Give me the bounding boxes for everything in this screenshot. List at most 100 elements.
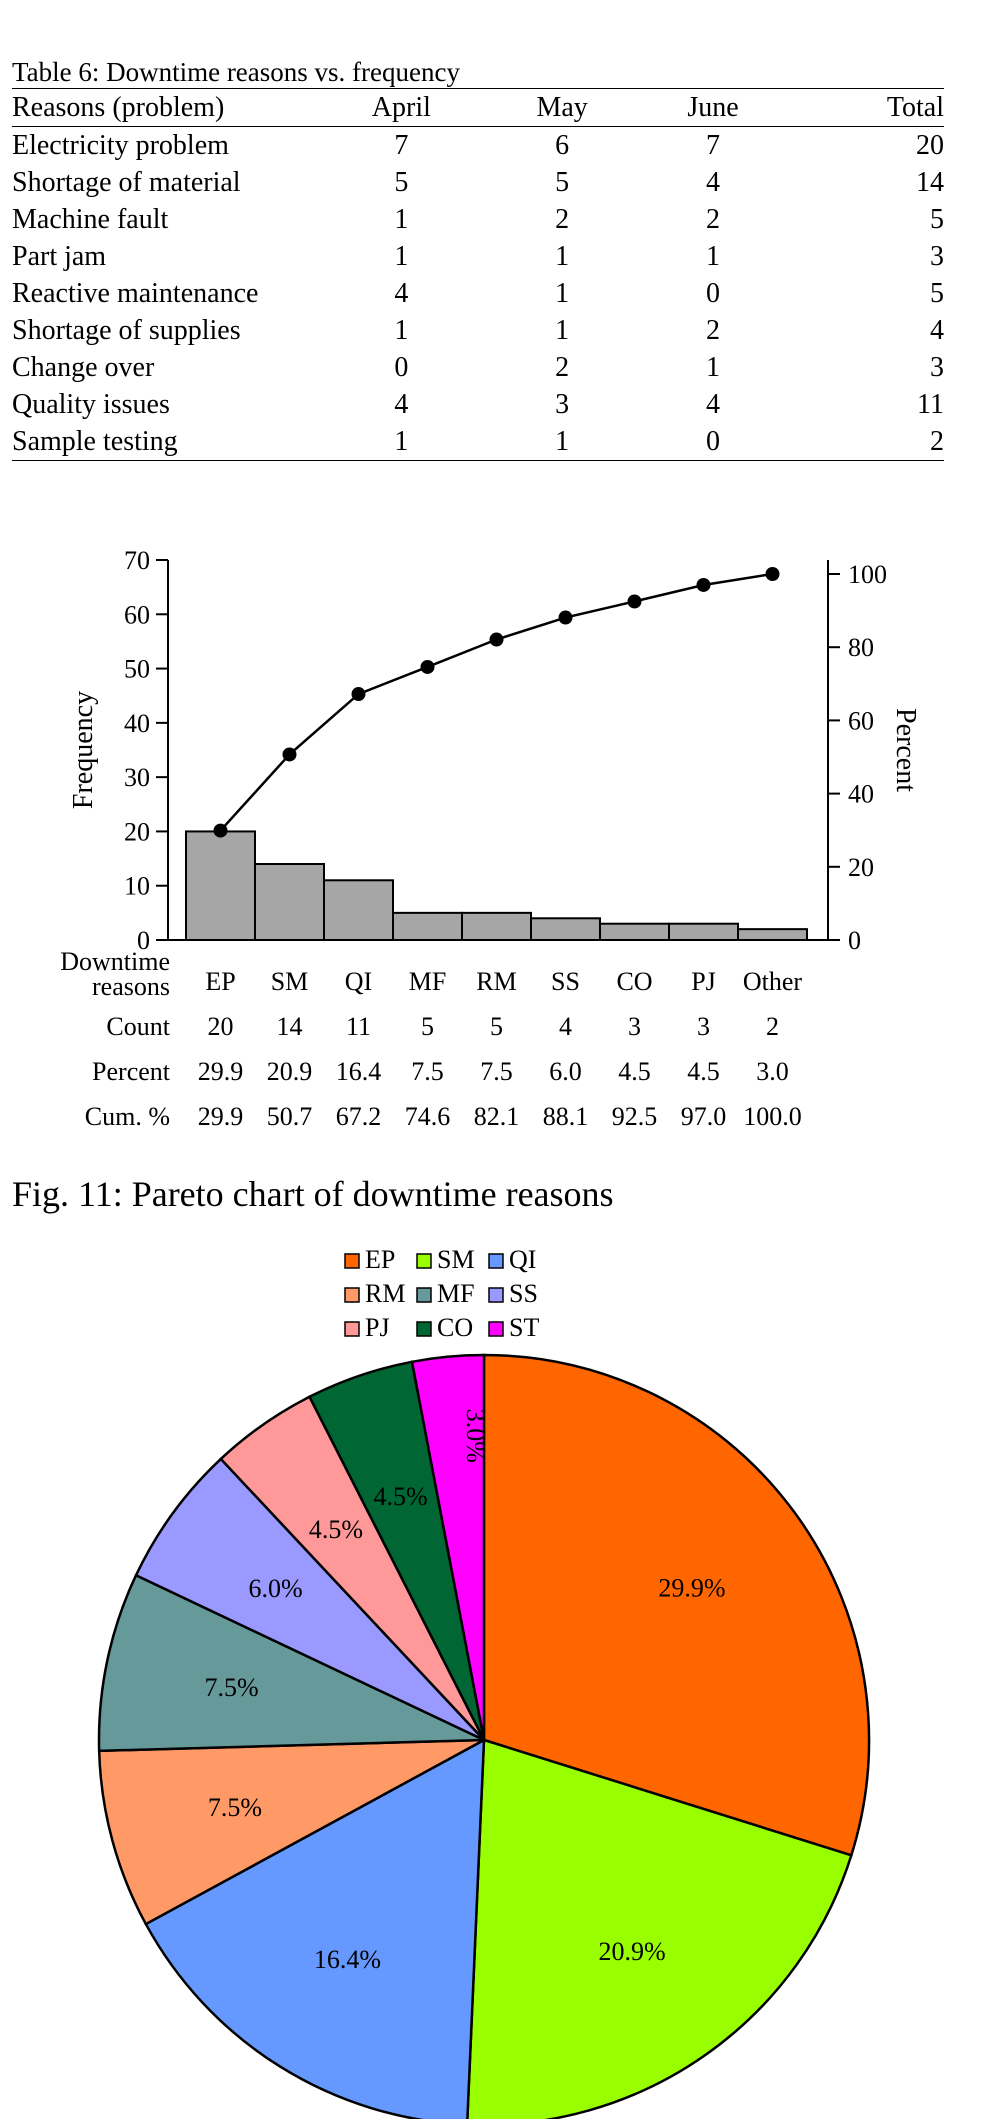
cell-may: 1 (555, 241, 570, 272)
category-label: EP (205, 967, 235, 996)
slice-label-PJ: 4.5% (309, 1515, 363, 1544)
cell-may: 6 (555, 130, 570, 161)
legend-swatch-CO (416, 1321, 432, 1337)
slice-label-CO: 4.5% (374, 1482, 428, 1511)
category-label: RM (476, 967, 516, 996)
cell-april: 1 (394, 204, 409, 235)
cum-label: 67.2 (336, 1102, 382, 1131)
table-row: Reactive maintenance 4 1 0 5 (12, 275, 944, 312)
cell-reason: Quality issues (12, 389, 170, 420)
row-label-reasons-line1: Downtime (60, 947, 170, 976)
table-row: Change over 0 2 1 3 (12, 349, 944, 386)
count-label: 14 (277, 1012, 303, 1041)
percent-label: 4.5 (618, 1057, 651, 1086)
slice-SS (134, 1457, 485, 1742)
count-label: 5 (421, 1012, 434, 1041)
cell-june: 7 (706, 130, 721, 161)
cell-june: 1 (706, 352, 721, 383)
cell-total: 3 (930, 241, 944, 272)
row-label-count: Count (106, 1012, 170, 1041)
right-tick-label: 100 (848, 560, 887, 589)
right-tick-label: 40 (848, 780, 874, 809)
count-label: 20 (208, 1012, 234, 1041)
table-body: Electricity problem 7 6 7 20 Shortage of mate… (12, 127, 944, 461)
table-row: Shortage of supplies 1 1 2 4 (12, 312, 944, 349)
cumulative-point-Other (765, 567, 780, 581)
bar-EP (185, 830, 256, 941)
cell-june: 4 (706, 167, 721, 198)
category-label: CO (616, 967, 652, 996)
header-may: May (536, 92, 588, 123)
cell-june: 0 (706, 278, 721, 309)
right-tick-label: 0 (848, 926, 861, 955)
pie-chart: EP SM QI RM MF SS PJ CO ST 29.9% 20.9% 16.4% 7.5% 7.… (97, 1245, 871, 2119)
left-tick-label: 50 (124, 655, 150, 684)
slice-QI (144, 1737, 486, 2119)
category-label: QI (345, 967, 372, 996)
cum-label: 92.5 (612, 1102, 658, 1131)
percent-label: 7.5 (411, 1057, 444, 1086)
downtime-table-section: Table 6: Downtime reasons vs. frequency … (12, 56, 944, 461)
cum-label: 29.9 (198, 1102, 244, 1131)
legend-swatch-SM (416, 1253, 432, 1269)
table-row: Electricity problem 7 6 7 20 (12, 127, 944, 165)
cell-reason: Machine fault (12, 204, 169, 235)
legend-label-RM: RM (365, 1279, 405, 1308)
y-axis-title: Frequency (68, 691, 99, 809)
right-tick-label: 80 (848, 633, 874, 662)
bar-PJ (668, 922, 739, 942)
left-tick-label: 40 (124, 709, 150, 738)
cell-reason: Reactive maintenance (12, 278, 259, 309)
slice-ST (410, 1353, 486, 1741)
cum-label: 50.7 (267, 1102, 313, 1131)
cumulative-line (213, 567, 780, 838)
y2-axis-title: Percent (890, 708, 921, 792)
percent-label: 3.0 (756, 1057, 789, 1086)
cell-may: 3 (555, 389, 570, 420)
count-label: 3 (628, 1012, 641, 1041)
row-label-percent: Percent (92, 1057, 171, 1086)
slice-SM (466, 1738, 853, 2119)
legend-swatch-ST (488, 1321, 504, 1337)
cell-total: 14 (916, 167, 944, 198)
legend-label-SM: SM (437, 1245, 475, 1274)
slice-EP (482, 1353, 871, 1857)
category-label: Other (743, 967, 803, 996)
cell-april: 1 (394, 426, 409, 457)
cell-june: 2 (706, 204, 721, 235)
cum-label: 82.1 (474, 1102, 520, 1131)
cell-june: 0 (706, 426, 721, 457)
percent-label: 6.0 (549, 1057, 582, 1086)
cell-april: 1 (394, 315, 409, 346)
cell-total: 5 (930, 278, 944, 309)
pareto-chart: 0 10 20 30 40 50 60 70 0 20 40 60 80 100 Frequency Perc… (60, 546, 921, 1131)
slice-label-QI: 16.4% (314, 1945, 381, 1974)
percent-label: 16.4 (336, 1057, 382, 1086)
cell-total: 5 (930, 204, 944, 235)
cell-may: 1 (555, 426, 570, 457)
bar-CO (599, 922, 670, 942)
left-tick-label: 10 (124, 872, 150, 901)
category-label: SS (551, 967, 580, 996)
count-label: 4 (559, 1012, 572, 1041)
category-label: MF (409, 967, 447, 996)
slice-label-EP: 29.9% (658, 1573, 725, 1602)
cumulative-point-MF (420, 659, 435, 674)
slice-label-ST: 3.0% (461, 1409, 490, 1463)
slice-MF (97, 1573, 485, 1753)
legend-swatch-QI (488, 1253, 504, 1269)
downtime-table: Reasons (problem) April May June Total E… (12, 88, 944, 461)
pie-legend: EP SM QI RM MF SS PJ CO ST (344, 1245, 539, 1342)
header-april: April (371, 92, 431, 123)
pie-labels: 29.9% 20.9% 16.4% 7.5% 7.5% 6.0% 4.5% 4.5% 3.0% (204, 1409, 725, 1974)
slice-RM (97, 1738, 485, 1926)
cell-reason: Shortage of material (12, 167, 241, 198)
cell-total: 2 (930, 426, 944, 457)
slice-label-RM: 7.5% (208, 1793, 262, 1822)
table-row: Machine fault 1 2 2 5 (12, 201, 944, 238)
category-label: SM (271, 967, 309, 996)
pareto-bars (185, 830, 808, 942)
right-tick-label: 60 (848, 706, 874, 735)
legend-label-PJ: PJ (365, 1313, 390, 1342)
figure-caption: Fig. 11: Pareto chart of downtime reason… (12, 1174, 614, 1214)
